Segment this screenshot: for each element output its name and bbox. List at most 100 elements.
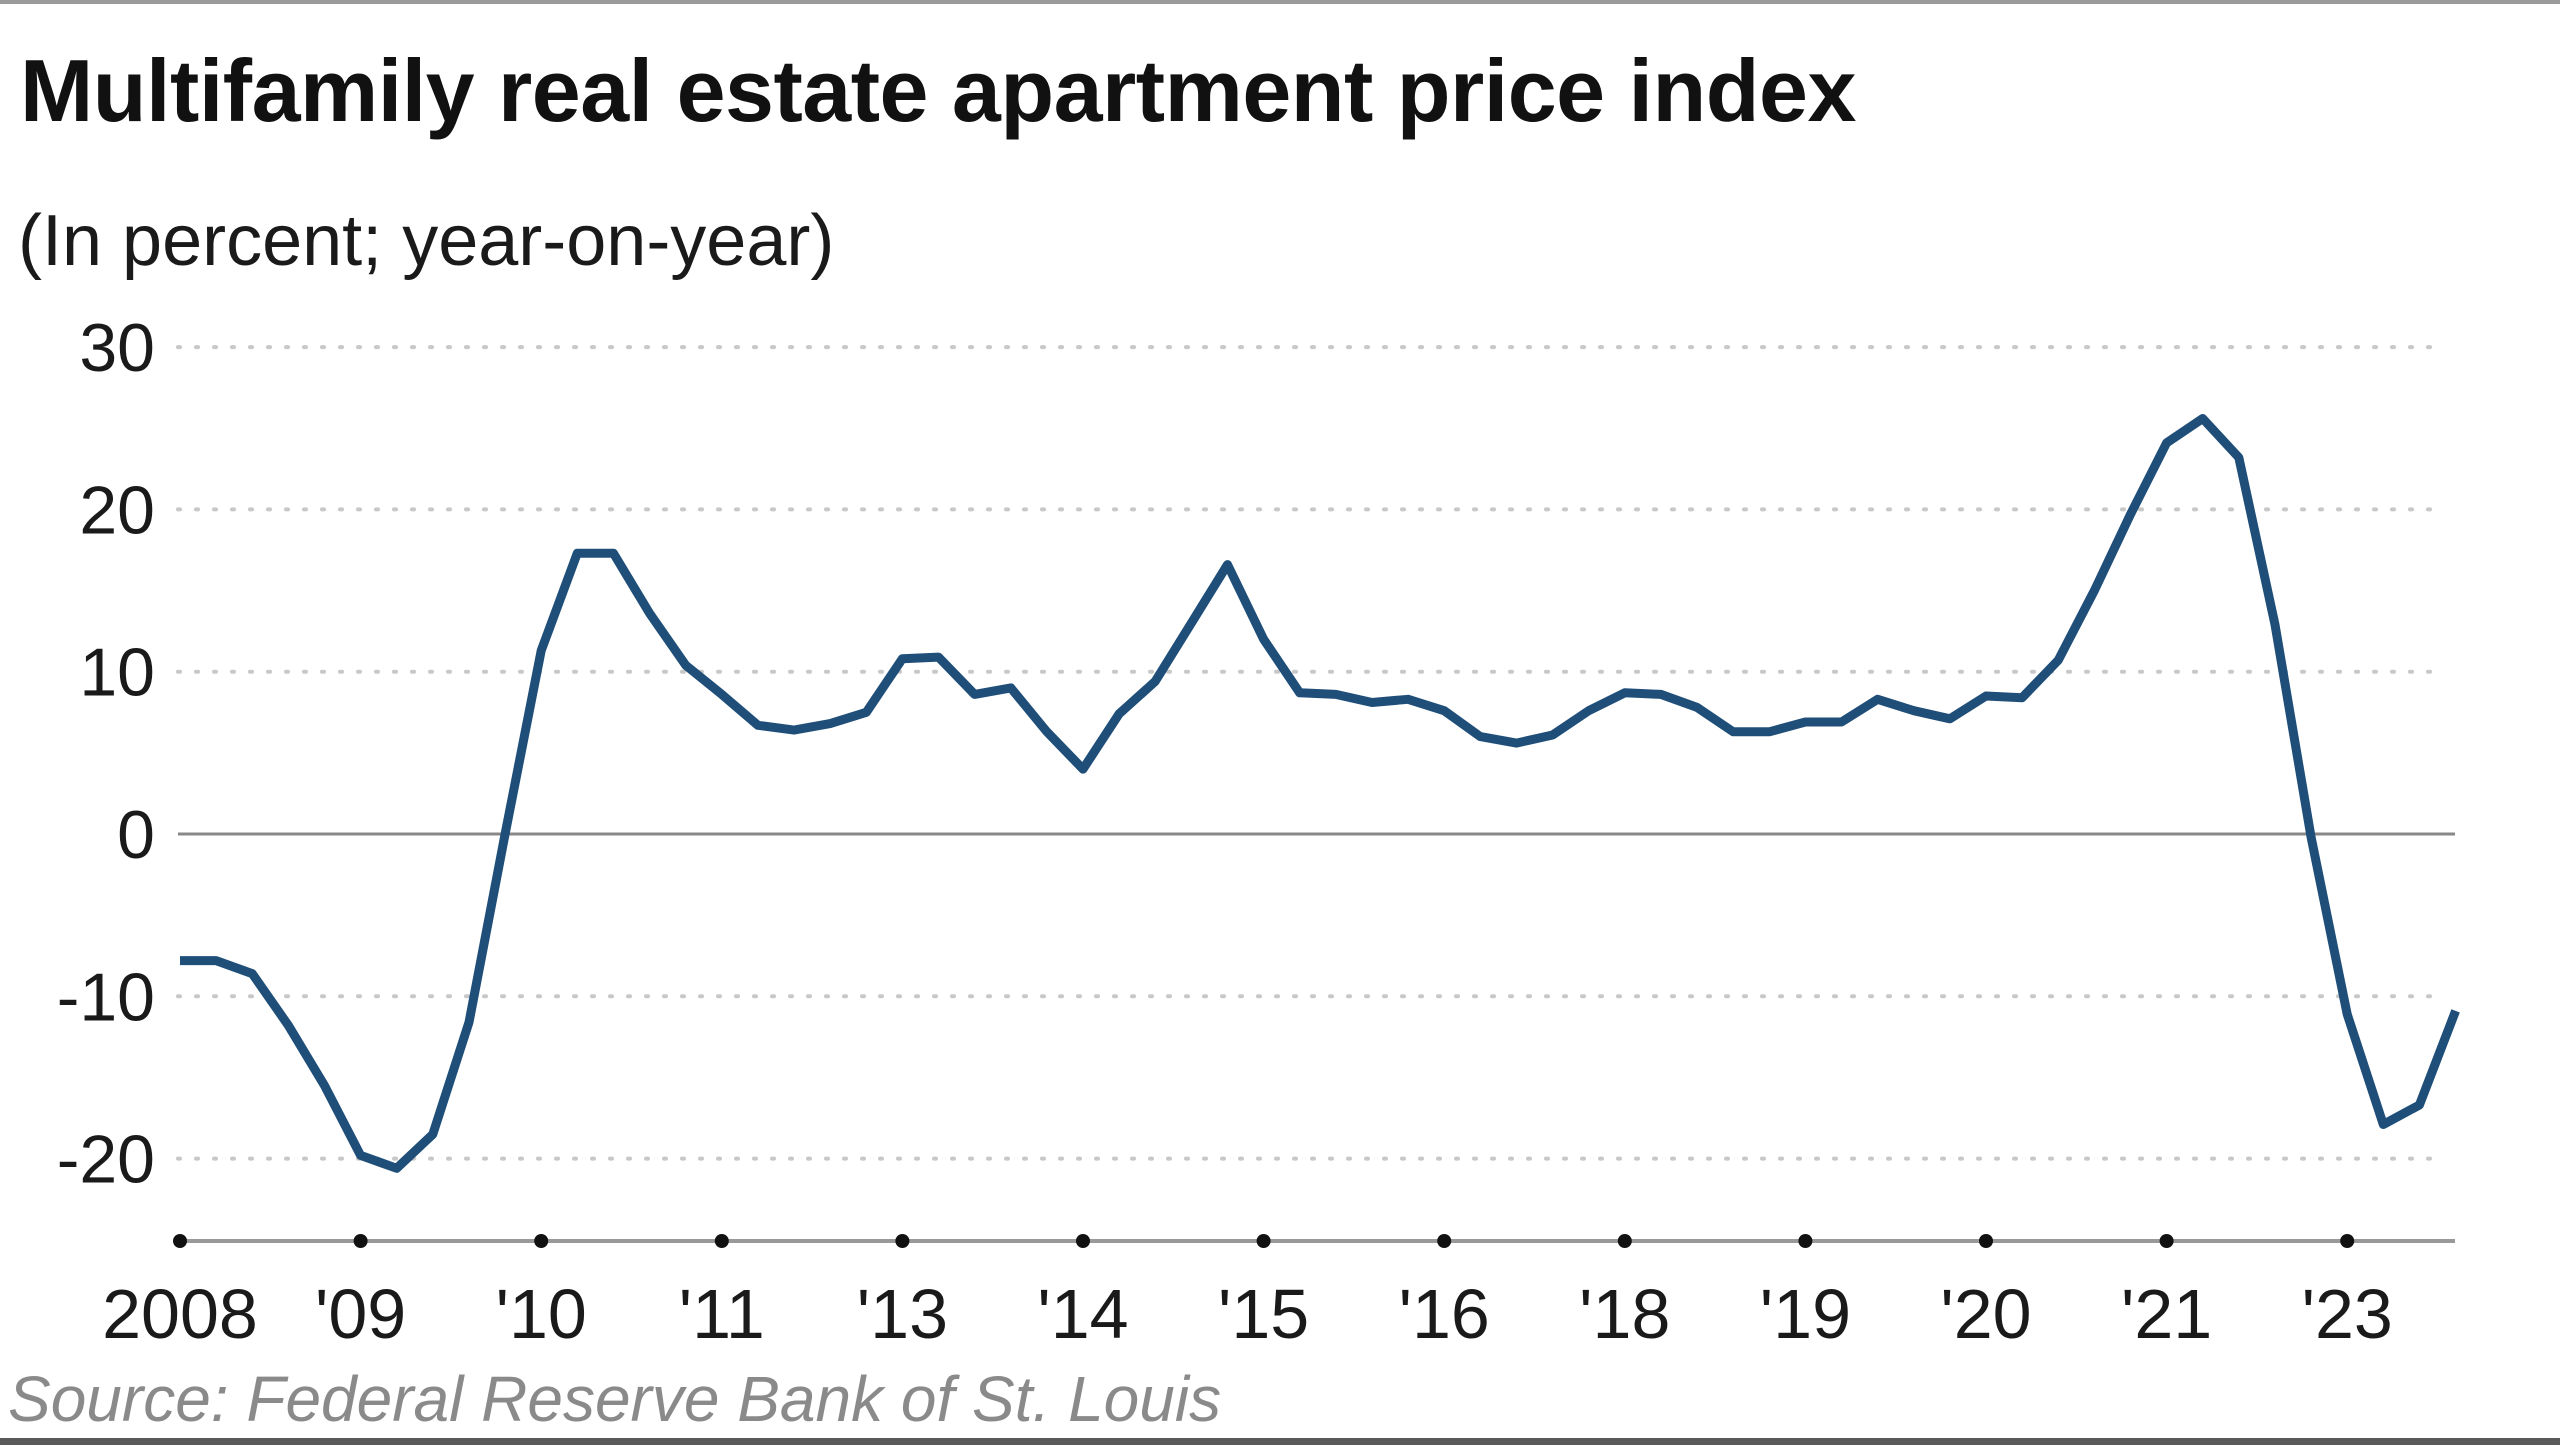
data-point [573, 549, 581, 557]
data-point [501, 830, 509, 838]
x-tick-mark [353, 1234, 368, 1248]
data-point [609, 549, 617, 557]
data-point [2415, 1101, 2423, 1109]
data-point [1404, 695, 1412, 703]
data-point [1151, 677, 1159, 685]
x-tick-label: '11 [679, 1275, 765, 1353]
data-point [2452, 1007, 2460, 1015]
chart-subtitle: (In percent; year-on-year) [18, 201, 835, 281]
data-point [357, 1151, 365, 1159]
data-point [2343, 1010, 2351, 1018]
data-point [2235, 453, 2243, 461]
y-tick-label: -20 [57, 1122, 155, 1198]
x-tick-mark [2340, 1234, 2355, 1248]
data-point [898, 655, 906, 663]
x-tick-mark [2159, 1234, 2174, 1248]
data-point [1765, 728, 1773, 736]
y-tick-label: 10 [79, 635, 155, 711]
x-tick-mark [895, 1234, 910, 1248]
x-tick-mark [1076, 1234, 1090, 1248]
data-point [1585, 707, 1593, 715]
data-point [1982, 692, 1990, 700]
data-point [248, 970, 256, 978]
bottom-border [0, 1438, 2560, 1445]
data-point [2163, 439, 2171, 447]
data-point [2054, 656, 2062, 664]
x-tick-label: '18 [1579, 1275, 1670, 1353]
x-tick-mark [714, 1234, 729, 1248]
data-point [465, 1018, 473, 1026]
x-tick-label: '09 [315, 1275, 406, 1353]
data-point [1801, 718, 1809, 726]
data-point [971, 690, 979, 698]
data-point [1657, 690, 1665, 698]
data-point [2199, 415, 2207, 423]
data-point [1368, 699, 1376, 707]
data-point [718, 690, 726, 698]
x-tick-mark [1256, 1234, 1271, 1248]
data-point [176, 957, 184, 965]
data-point [1115, 710, 1123, 718]
data-point [1260, 635, 1268, 643]
data-point [1332, 690, 1340, 698]
data-point [393, 1164, 401, 1172]
x-tick-label: '23 [2302, 1275, 2393, 1353]
data-point [862, 708, 870, 716]
data-point [1079, 765, 1087, 773]
source-note: Source: Federal Reserve Bank of St. Loui… [8, 1363, 1222, 1435]
data-point [1549, 731, 1557, 739]
data-point [1512, 739, 1520, 747]
x-tick-label: '19 [1760, 1275, 1851, 1353]
data-point [2018, 694, 2026, 702]
data-point [429, 1130, 437, 1138]
data-point [790, 726, 798, 734]
x-tick-label: '21 [2121, 1275, 2212, 1353]
y-tick-label: 30 [79, 310, 155, 386]
data-point [682, 661, 690, 669]
top-border [0, 0, 2560, 4]
data-point [1693, 703, 1701, 711]
data-point [2307, 833, 2315, 841]
data-point [284, 1022, 292, 1030]
y-tick-label: -10 [57, 959, 155, 1035]
data-point [2126, 510, 2134, 518]
y-axis-labels: 30 20 10 0 -10 -20 [57, 310, 155, 1198]
data-point [1043, 728, 1051, 736]
x-tick-label: '15 [1218, 1275, 1309, 1353]
data-point [2379, 1121, 2387, 1129]
data-point [1910, 707, 1918, 715]
series [176, 414, 2460, 1173]
x-tick-mark [1798, 1234, 1813, 1248]
data-point [1874, 695, 1882, 703]
series-line [180, 414, 2460, 1173]
data-point [646, 609, 654, 617]
data-point [1296, 689, 1304, 697]
data-point [1223, 561, 1231, 569]
data-point [537, 647, 545, 655]
x-tick-label: '14 [1037, 1275, 1128, 1353]
data-point [1476, 733, 1484, 741]
data-point [826, 720, 834, 728]
data-point [754, 721, 762, 729]
x-tick-mark [1617, 1234, 1632, 1248]
data-point [1187, 619, 1195, 627]
x-tick-label: '20 [1940, 1275, 2031, 1353]
y-tick-label: 20 [79, 472, 155, 548]
chart-title: Multifamily real estate apartment price … [20, 41, 1856, 140]
data-point [1946, 715, 1954, 723]
y-tick-label: 0 [117, 797, 155, 873]
x-axis: 2008 '09 '10 '11 '13 '14 '15 '16 '18 '19 '20 '21 '23 [102, 1234, 2455, 1353]
x-tick-label: '13 [857, 1275, 948, 1353]
data-point [2090, 587, 2098, 595]
data-point [1621, 689, 1629, 697]
x-tick-mark [173, 1234, 187, 1248]
data-point [1729, 728, 1737, 736]
data-point [1440, 707, 1448, 715]
data-point [2271, 621, 2279, 629]
data-point [320, 1082, 328, 1090]
data-point [935, 653, 943, 661]
x-tick-mark [534, 1234, 549, 1248]
x-tick-label: 2008 [102, 1275, 258, 1353]
data-point [212, 957, 220, 965]
